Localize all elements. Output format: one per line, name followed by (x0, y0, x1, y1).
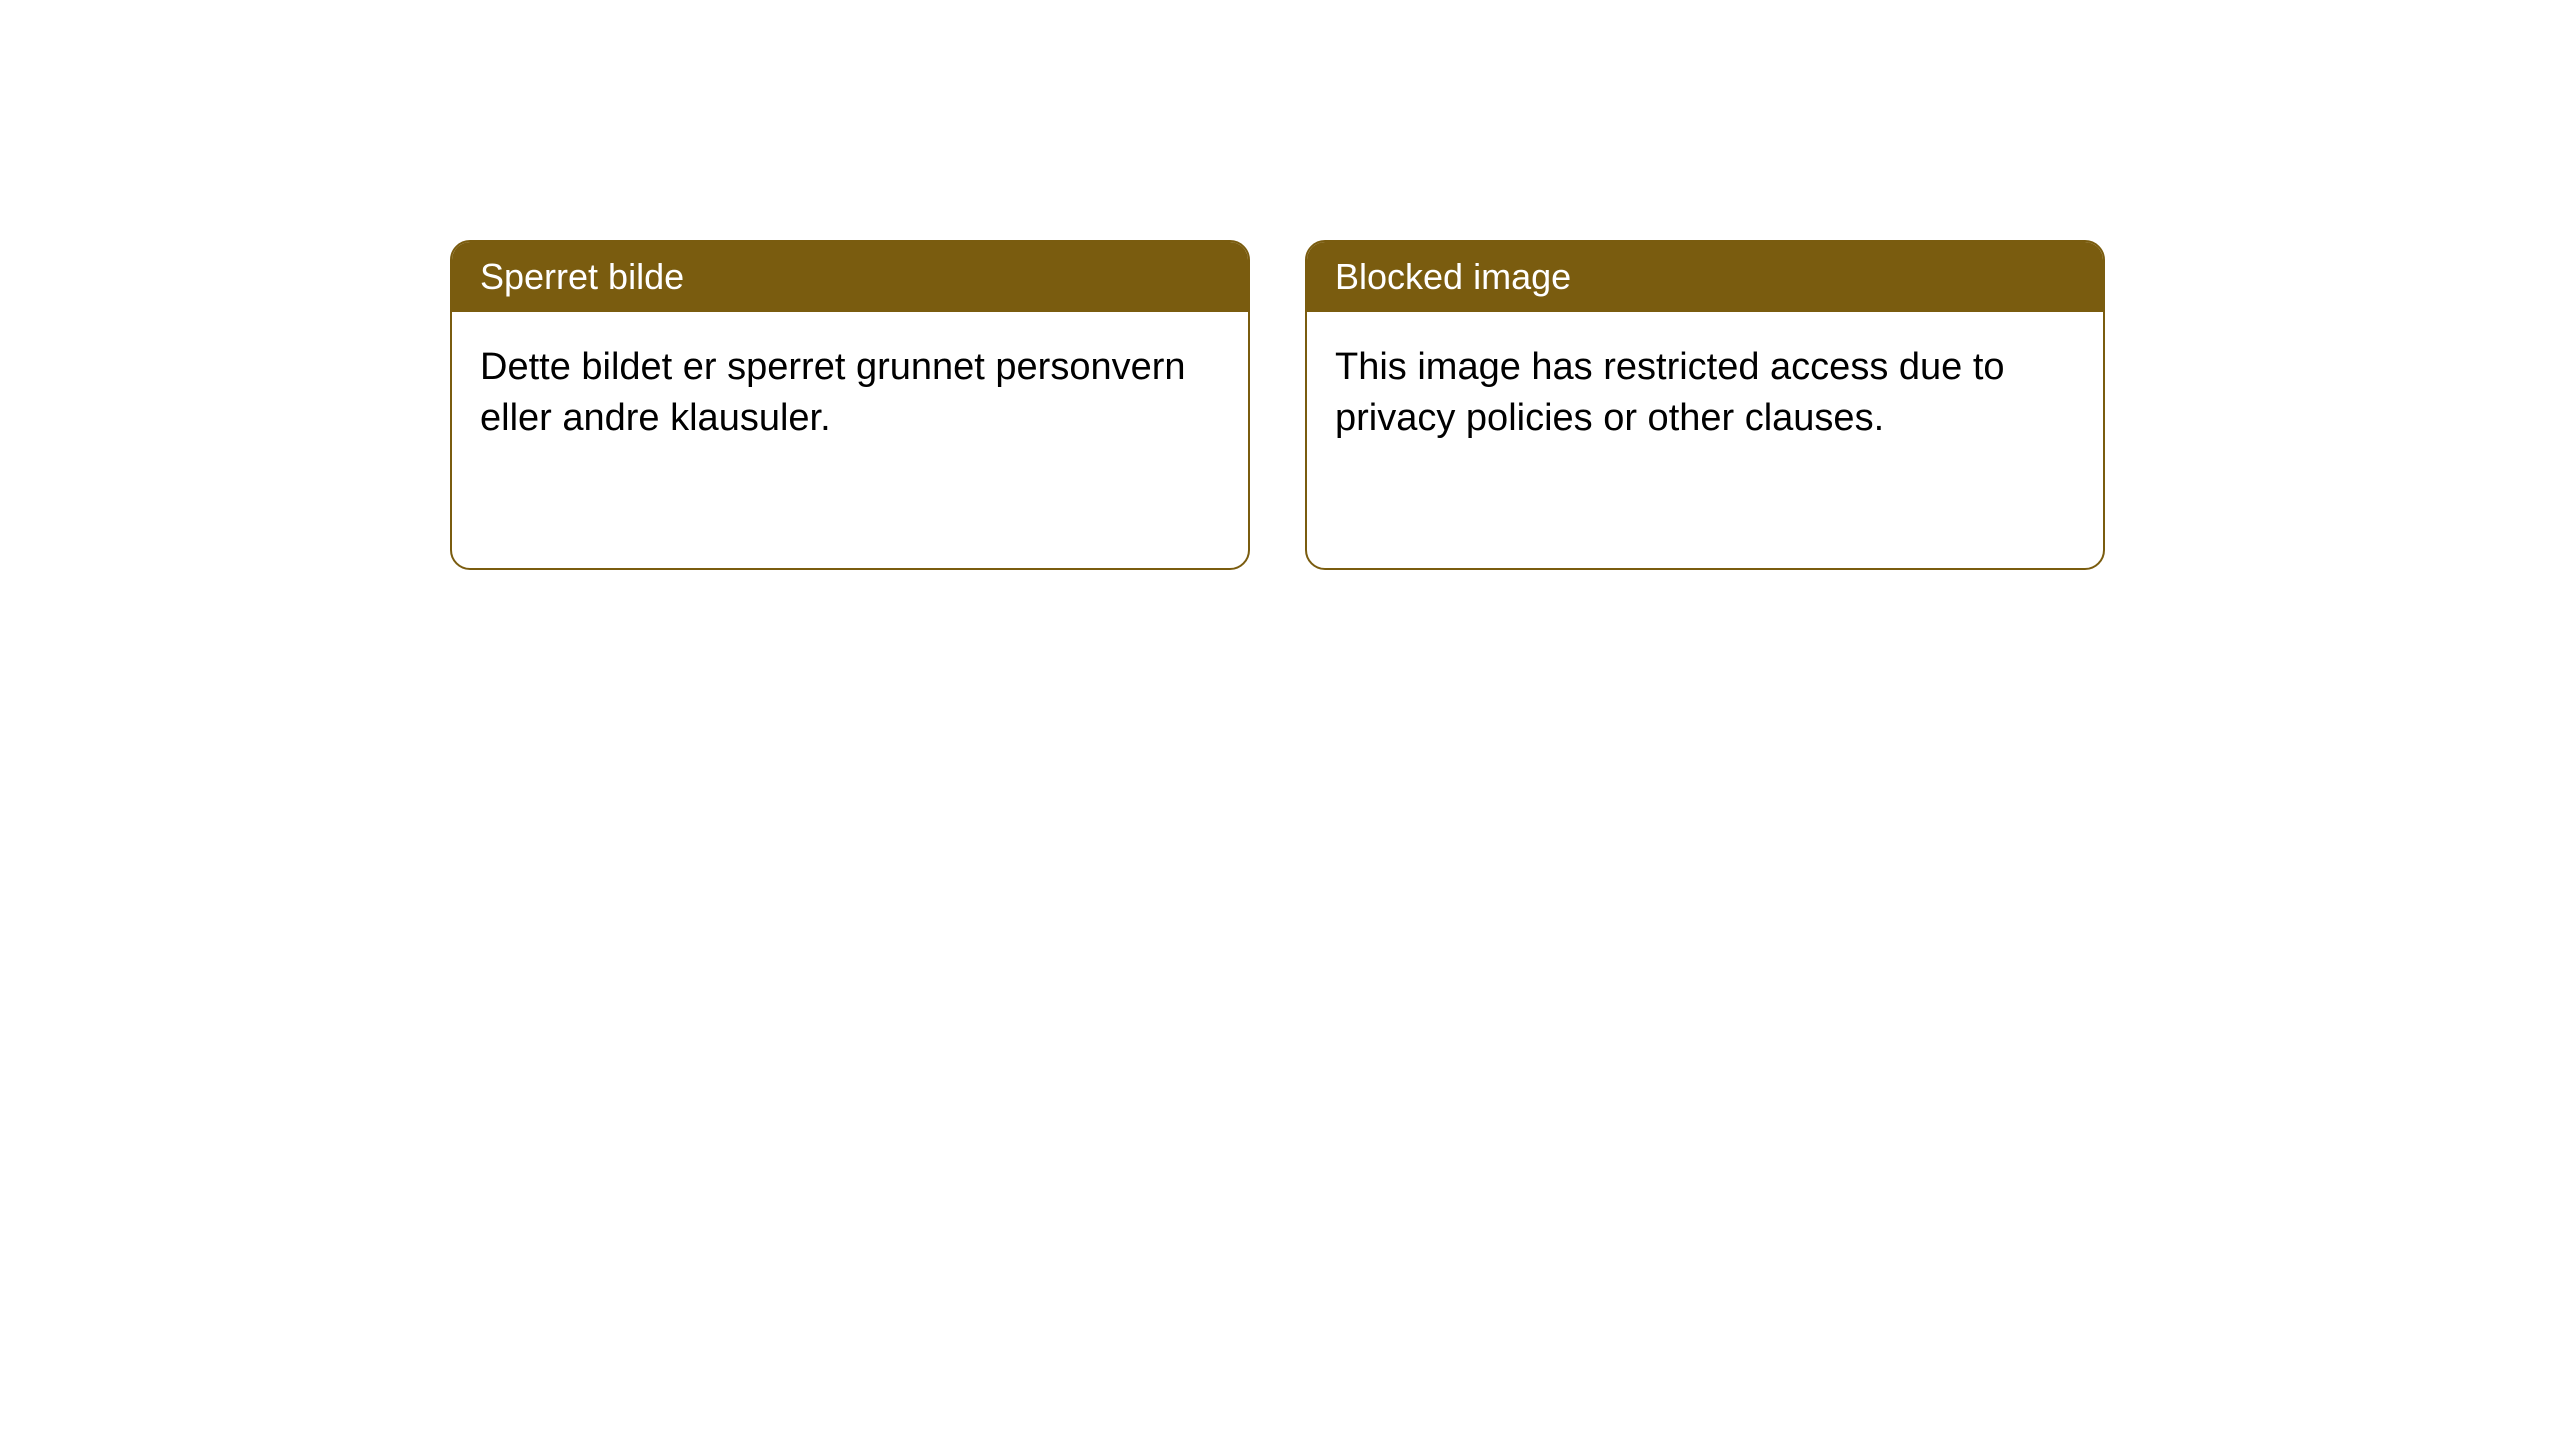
card-title-english: Blocked image (1335, 256, 1571, 297)
blocked-image-card-english: Blocked image This image has restricted … (1305, 240, 2105, 570)
card-body-english: This image has restricted access due to … (1307, 312, 2103, 475)
card-header-norwegian: Sperret bilde (452, 242, 1248, 312)
blocked-image-card-norwegian: Sperret bilde Dette bildet er sperret gr… (450, 240, 1250, 570)
card-message-english: This image has restricted access due to … (1335, 346, 2005, 439)
card-title-norwegian: Sperret bilde (480, 256, 684, 297)
cards-container: Sperret bilde Dette bildet er sperret gr… (450, 240, 2105, 570)
card-header-english: Blocked image (1307, 242, 2103, 312)
card-message-norwegian: Dette bildet er sperret grunnet personve… (480, 346, 1186, 439)
card-body-norwegian: Dette bildet er sperret grunnet personve… (452, 312, 1248, 475)
